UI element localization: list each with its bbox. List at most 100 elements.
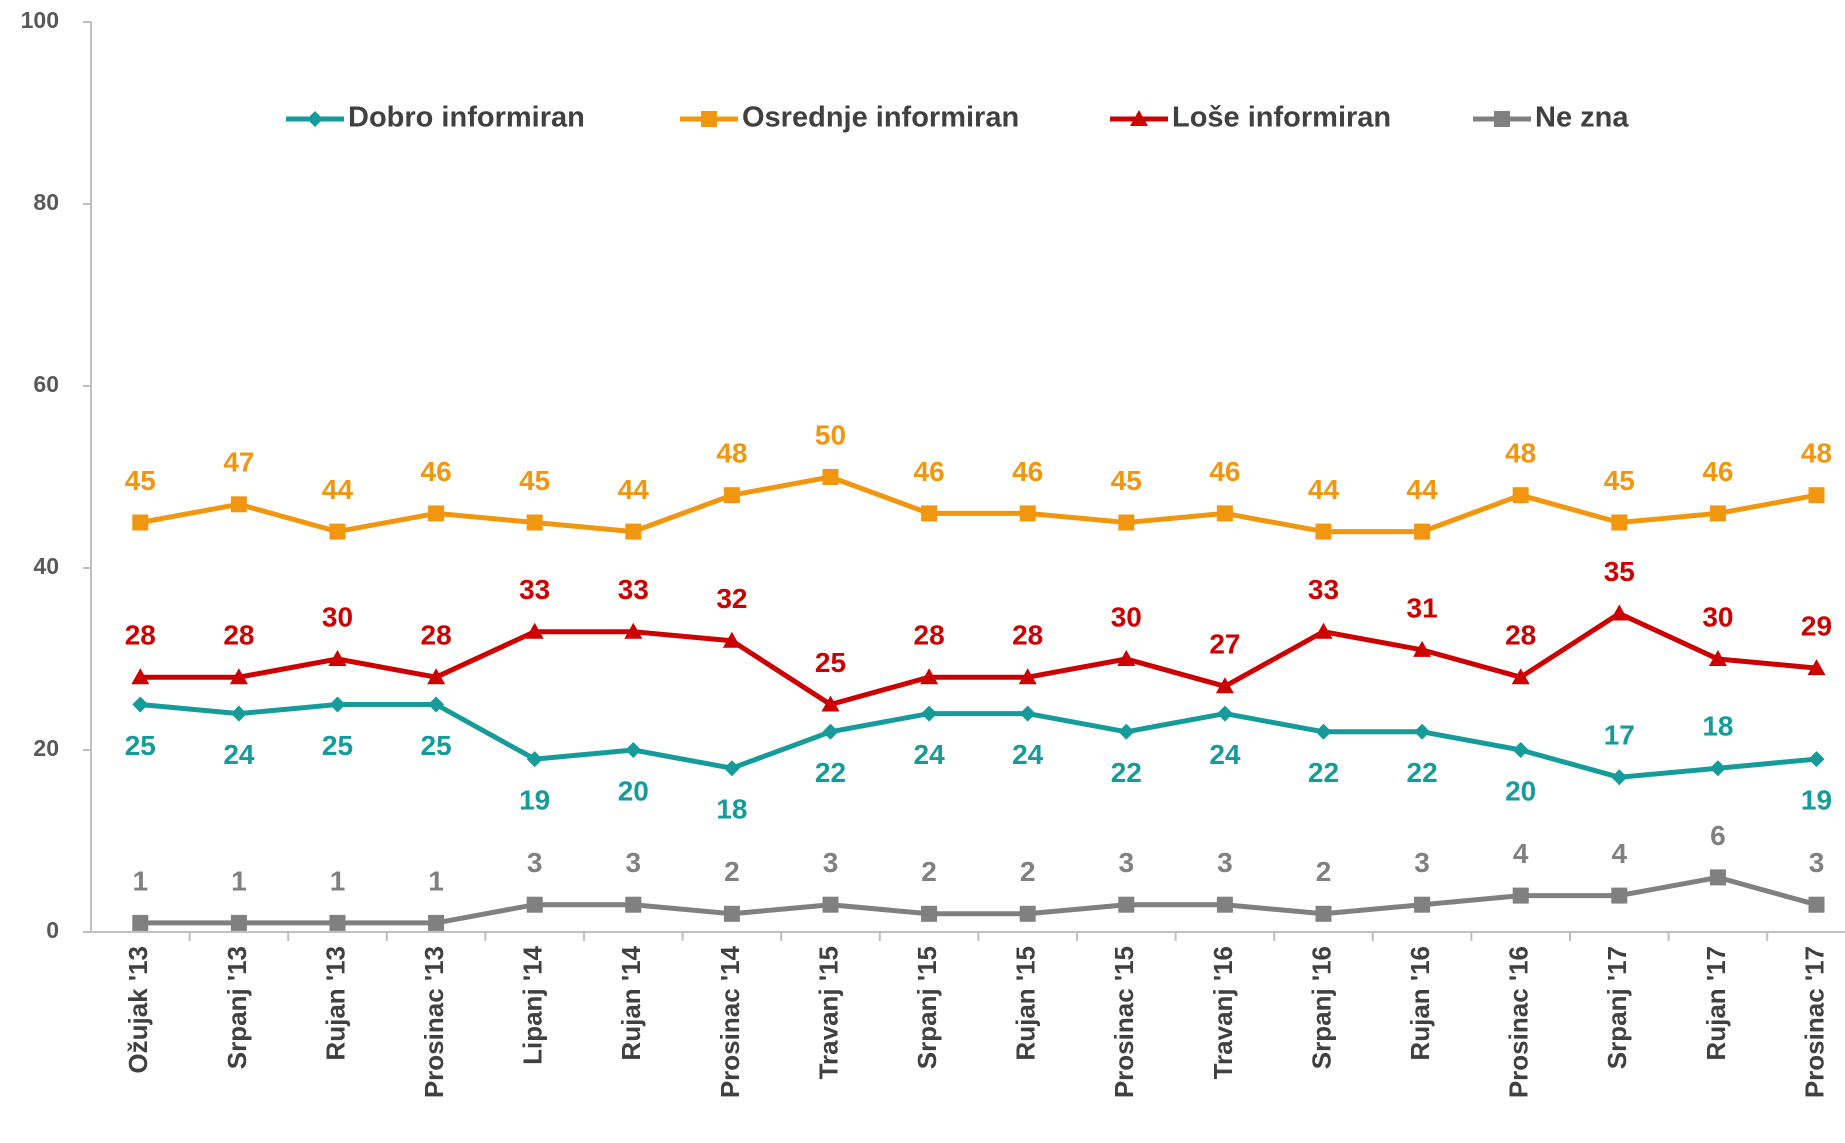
data-label: 1: [330, 865, 346, 896]
marker: [625, 742, 642, 758]
marker: [132, 696, 149, 713]
data-label: 33: [519, 574, 550, 605]
data-label: 28: [421, 620, 452, 651]
data-label: 18: [716, 794, 747, 825]
data-label: 22: [1407, 757, 1438, 788]
marker: [1808, 896, 1825, 913]
data-label: 24: [223, 739, 255, 770]
marker: [722, 631, 741, 648]
marker: [1314, 622, 1333, 639]
data-label: 3: [527, 847, 543, 878]
x-tick-label: Rujan '16: [1405, 946, 1435, 1061]
data-label: 25: [815, 647, 846, 678]
data-label: 44: [1407, 474, 1439, 505]
x-tick-label: Prosinac '14: [715, 945, 745, 1098]
data-label: 4: [1513, 838, 1529, 869]
marker: [921, 505, 938, 522]
data-label: 22: [1308, 757, 1339, 788]
data-label: 2: [1316, 856, 1332, 887]
marker: [132, 514, 149, 531]
x-tick-label: Srpanj '13: [222, 946, 252, 1069]
x-tick-label: Rujan '15: [1011, 946, 1041, 1061]
marker: [1019, 505, 1036, 522]
marker: [921, 905, 938, 922]
data-label: 46: [1702, 456, 1733, 487]
data-label: 2: [724, 856, 740, 887]
marker: [526, 896, 543, 913]
marker: [131, 668, 150, 685]
data-label: 31: [1407, 592, 1438, 623]
data-label: 1: [231, 865, 247, 896]
marker: [328, 650, 347, 666]
marker: [229, 668, 248, 685]
marker: [822, 896, 839, 913]
data-label: 44: [1308, 474, 1340, 505]
data-label: 20: [618, 775, 649, 806]
data-label: 3: [1119, 847, 1135, 878]
data-label: 32: [716, 583, 747, 614]
data-label: 45: [519, 465, 550, 496]
data-label: 33: [618, 574, 649, 605]
data-label: 3: [823, 847, 839, 878]
marker: [1709, 760, 1726, 777]
data-label: 20: [1505, 775, 1536, 806]
data-label: 45: [125, 465, 156, 496]
marker: [1414, 896, 1431, 913]
data-label: 28: [1505, 620, 1536, 651]
marker: [1019, 705, 1036, 722]
marker: [1808, 487, 1825, 504]
marker: [921, 705, 938, 722]
marker: [625, 523, 642, 540]
data-label: 19: [519, 784, 550, 815]
data-label: 25: [421, 730, 452, 761]
marker: [1018, 668, 1037, 685]
marker: [1807, 659, 1826, 676]
series-line: [139, 474, 1817, 535]
data-label: 44: [322, 474, 354, 505]
x-tick-label: Rujan '14: [616, 945, 646, 1060]
y-tick-label: 60: [33, 371, 59, 397]
legend-label: Ne zna: [1535, 102, 1629, 134]
data-label: 24: [1012, 739, 1044, 770]
marker: [1611, 514, 1628, 531]
data-label: 1: [428, 865, 444, 896]
marker: [1808, 751, 1825, 768]
marker: [1494, 111, 1510, 127]
marker: [1117, 650, 1136, 666]
marker: [427, 668, 446, 685]
data-label: 28: [914, 620, 945, 651]
data-label: 28: [125, 620, 156, 651]
data-label: 30: [322, 601, 353, 632]
marker: [1118, 514, 1135, 531]
data-label: 6: [1710, 820, 1726, 851]
data-label: 30: [1702, 601, 1733, 632]
data-label: 33: [1308, 574, 1339, 605]
data-label: 27: [1209, 629, 1240, 660]
data-label: 45: [1111, 465, 1142, 496]
marker: [1019, 905, 1036, 922]
x-tick-label: Prosinac '17: [1799, 946, 1829, 1098]
x-tick-label: Srpanj '17: [1602, 946, 1632, 1069]
marker: [1413, 640, 1432, 657]
data-label: 1: [133, 865, 149, 896]
data-label: 25: [322, 730, 353, 761]
data-label: 29: [1801, 610, 1832, 641]
marker: [230, 914, 247, 931]
marker: [526, 514, 543, 531]
data-label: 25: [125, 730, 156, 761]
x-tick-label: Prosinac '13: [419, 946, 449, 1098]
data-label: 48: [1801, 438, 1832, 469]
x-tick-label: Prosinac '16: [1504, 946, 1534, 1098]
data-label: 24: [1209, 739, 1241, 770]
marker: [1512, 887, 1529, 904]
legend-label: Osrednje informiran: [742, 102, 1019, 134]
marker: [723, 760, 740, 777]
data-label: 22: [815, 757, 846, 788]
marker: [723, 905, 740, 922]
marker: [230, 496, 247, 513]
data-label: 2: [921, 856, 937, 887]
data-label: 50: [815, 419, 846, 450]
marker: [821, 695, 840, 712]
marker: [1414, 723, 1431, 740]
data-label: 22: [1111, 757, 1142, 788]
